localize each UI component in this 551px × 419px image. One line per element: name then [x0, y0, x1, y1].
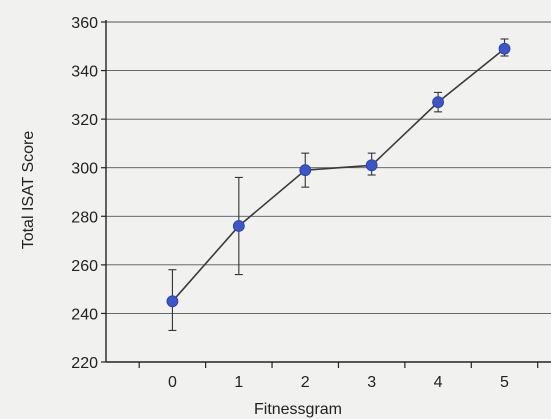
data-point-1 — [232, 220, 245, 232]
y-tick-label-260: 260 — [71, 258, 98, 275]
x-tick-label-3: 3 — [367, 374, 376, 391]
data-point-4 — [432, 96, 444, 109]
x-tick-label-5: 5 — [500, 374, 509, 391]
y-tick-label-360: 360 — [71, 15, 98, 32]
x-tick-label-2: 2 — [301, 374, 310, 391]
y-tick-labels: 220 240 260 280 300 320 340 360 — [71, 15, 98, 372]
data-point-3 — [365, 159, 378, 172]
data-points — [166, 42, 511, 308]
gridlines — [106, 21, 551, 314]
x-axis-title: Fitnessgram — [254, 401, 342, 418]
data-point-2 — [299, 164, 312, 177]
series-line-0 — [171, 48, 506, 302]
y-tick-label-240: 240 — [71, 306, 98, 323]
series-line — [171, 48, 506, 302]
y-tick-label-280: 280 — [71, 209, 98, 226]
y-axis-title: Total ISAT Score — [20, 131, 37, 250]
x-tick-label-4: 4 — [434, 374, 443, 391]
x-tick-labels: 0 1 2 3 4 5 — [168, 374, 509, 391]
x-tick-label-1: 1 — [234, 374, 243, 391]
y-tick-label-340: 340 — [71, 64, 98, 81]
data-point-0 — [166, 295, 179, 308]
y-tick-label-300: 300 — [71, 161, 98, 178]
y-tick-label-320: 320 — [71, 112, 98, 129]
x-tick-label-0: 0 — [168, 374, 177, 391]
axes — [101, 20, 551, 368]
error-bars — [168, 38, 509, 331]
data-point-5 — [498, 42, 511, 55]
y-tick-label-220: 220 — [71, 355, 98, 372]
